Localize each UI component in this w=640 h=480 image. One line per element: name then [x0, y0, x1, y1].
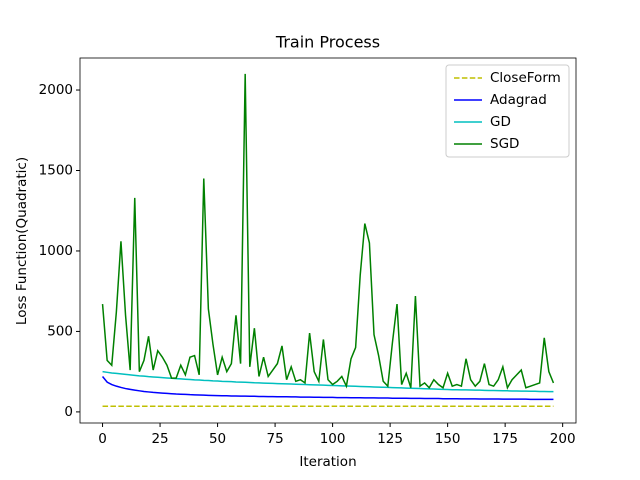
y-tick-label: 1000 [39, 243, 73, 259]
y-tick-label: 2000 [39, 82, 73, 98]
x-axis-label: Iteration [299, 454, 356, 470]
y-tick-label: 1500 [39, 162, 73, 178]
x-tick-label: 200 [550, 431, 576, 447]
x-tick-label: 100 [320, 431, 346, 447]
legend-label: GD [490, 114, 511, 130]
x-tick-label: 50 [209, 431, 226, 447]
x-tick-label: 125 [377, 431, 403, 447]
series-line [101, 73, 555, 390]
y-tick-label: 500 [47, 323, 73, 339]
x-tick-label: 175 [492, 431, 518, 447]
series-line [102, 370, 554, 393]
plot-frame [79, 57, 577, 424]
legend-box [445, 64, 570, 158]
y-axis-label: Loss Function(Quadratic) [14, 157, 30, 325]
x-tick-label: 75 [266, 431, 283, 447]
x-tick-label: 0 [98, 431, 107, 447]
x-tick-label: 150 [435, 431, 461, 447]
chart-title: Train Process [275, 33, 380, 52]
legend-label: Adagrad [490, 92, 547, 108]
y-tick-label: 0 [64, 404, 73, 420]
series-line [101, 376, 554, 401]
x-tick-label: 25 [151, 431, 168, 447]
legend-label: SGD [490, 136, 519, 152]
legend-label: CloseForm [490, 70, 561, 86]
